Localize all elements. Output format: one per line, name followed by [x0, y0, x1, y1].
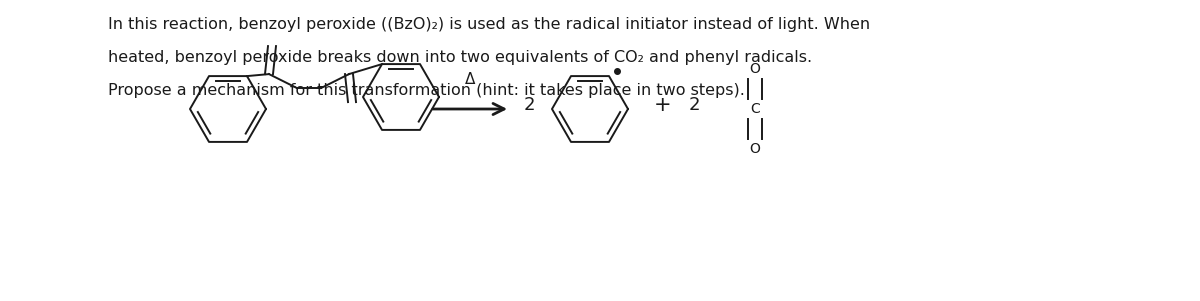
- Text: In this reaction, benzoyl peroxide ((BzO)₂) is used as the radical initiator ins: In this reaction, benzoyl peroxide ((BzO…: [108, 17, 870, 32]
- Text: O: O: [750, 142, 761, 156]
- Text: +: +: [654, 95, 672, 115]
- Text: Δ: Δ: [464, 72, 475, 87]
- Text: 2: 2: [523, 96, 535, 114]
- Text: heated, benzoyl peroxide breaks down into two equivalents of CO₂ and phenyl radi: heated, benzoyl peroxide breaks down int…: [108, 50, 812, 65]
- Text: Propose a mechanism for this transformation (hint: it takes place in two steps).: Propose a mechanism for this transformat…: [108, 83, 745, 98]
- Text: C: C: [750, 102, 760, 116]
- Text: O: O: [750, 62, 761, 76]
- Text: 2: 2: [689, 96, 700, 114]
